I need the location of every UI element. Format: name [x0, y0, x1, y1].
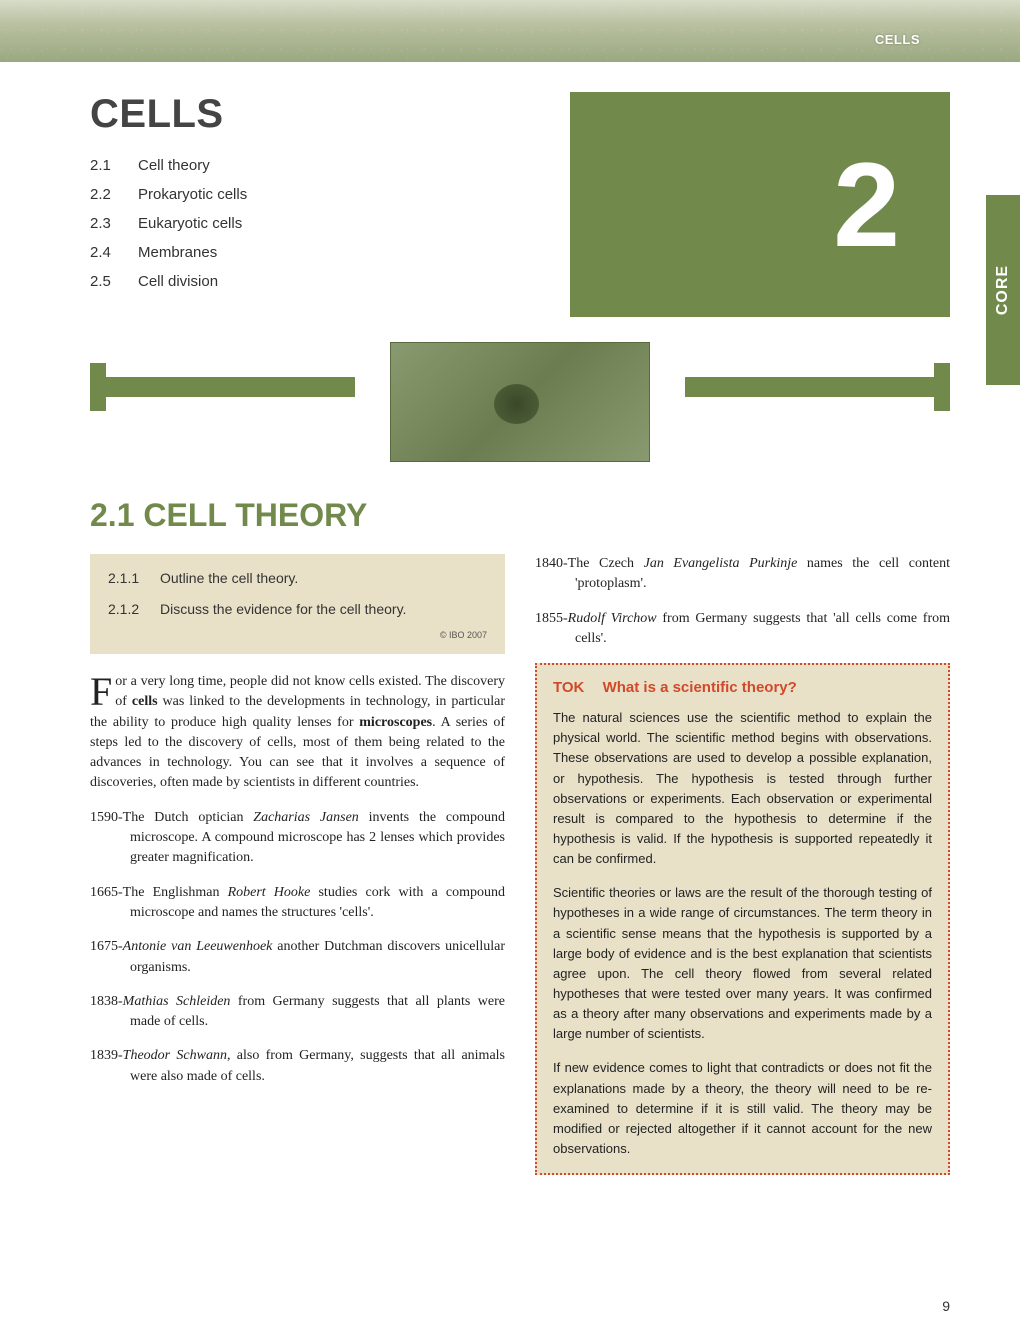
- toc-item: 2.1 Cell theory: [90, 157, 540, 174]
- tok-title: TOK What is a scientific theory?: [553, 679, 932, 696]
- timeline-item: 1590-The Dutch optician Zacharias Jansen…: [90, 808, 505, 869]
- tok-paragraph: If new evidence comes to light that cont…: [553, 1058, 932, 1159]
- toc-label: Cell theory: [138, 157, 210, 174]
- toc-item: 2.2 Prokaryotic cells: [90, 186, 540, 203]
- two-columns: 2.1.1 Outline the cell theory. 2.1.2 Dis…: [90, 554, 950, 1175]
- image-divider-row: [90, 337, 950, 467]
- toc-item: 2.3 Eukaryotic cells: [90, 215, 540, 232]
- top-label: CELLS: [875, 32, 920, 47]
- timeline-item: 1838-Mathias Schleiden from Germany sugg…: [90, 992, 505, 1033]
- toc-list: 2.1 Cell theory 2.2 Prokaryotic cells 2.…: [90, 157, 540, 290]
- chapter-title: CELLS: [90, 92, 540, 137]
- toc-num: 2.1: [90, 157, 138, 174]
- toc-num: 2.5: [90, 273, 138, 290]
- timeline-item: 1665-The Englishman Robert Hooke studies…: [90, 883, 505, 924]
- toc-num: 2.4: [90, 244, 138, 261]
- objective-num: 2.1.1: [108, 568, 160, 589]
- timeline-item: 1839-Theodor Schwann, also from Germany,…: [90, 1046, 505, 1087]
- tok-box: TOK What is a scientific theory? The nat…: [535, 663, 950, 1175]
- tok-label: TOK: [553, 679, 584, 696]
- tok-paragraph: The natural sciences use the scientific …: [553, 708, 932, 869]
- chapter-number-box: 2: [570, 92, 950, 317]
- toc-label: Prokaryotic cells: [138, 186, 247, 203]
- toc-label: Membranes: [138, 244, 217, 261]
- top-banner: CELLS: [0, 0, 1020, 62]
- chapter-number: 2: [833, 136, 900, 274]
- timeline-item: 1855-Rudolf Virchow from Germany suggest…: [535, 609, 950, 650]
- page-content: CELLS 2.1 Cell theory 2.2 Prokaryotic ce…: [0, 62, 1020, 1205]
- intro-paragraph: For a very long time, people did not kno…: [90, 672, 505, 794]
- right-bracket: [685, 377, 950, 397]
- title-row: CELLS 2.1 Cell theory 2.2 Prokaryotic ce…: [90, 92, 950, 317]
- right-column: 1840-The Czech Jan Evangelista Purkinje …: [535, 554, 950, 1175]
- tok-paragraph: Scientific theories or laws are the resu…: [553, 883, 932, 1044]
- objective-row: 2.1.1 Outline the cell theory.: [108, 568, 487, 589]
- toc-item: 2.5 Cell division: [90, 273, 540, 290]
- objective-text: Outline the cell theory.: [160, 568, 298, 589]
- objective-num: 2.1.2: [108, 599, 160, 620]
- timeline-item: 1675-Antonie van Leeuwenhoek another Dut…: [90, 937, 505, 978]
- toc-num: 2.2: [90, 186, 138, 203]
- tok-question: What is a scientific theory?: [603, 679, 797, 696]
- toc-num: 2.3: [90, 215, 138, 232]
- left-column: 2.1.1 Outline the cell theory. 2.1.2 Dis…: [90, 554, 505, 1175]
- section-heading: 2.1 CELL THEORY: [90, 497, 950, 534]
- objectives-copyright: © IBO 2007: [108, 630, 487, 640]
- toc-item: 2.4 Membranes: [90, 244, 540, 261]
- page-number: 9: [942, 1298, 950, 1314]
- toc-label: Cell division: [138, 273, 218, 290]
- toc-label: Eukaryotic cells: [138, 215, 242, 232]
- left-bracket: [90, 377, 355, 397]
- cell-microscope-image: [390, 342, 650, 462]
- objectives-box: 2.1.1 Outline the cell theory. 2.1.2 Dis…: [90, 554, 505, 654]
- objective-text: Discuss the evidence for the cell theory…: [160, 599, 406, 620]
- timeline-item: 1840-The Czech Jan Evangelista Purkinje …: [535, 554, 950, 595]
- title-left: CELLS 2.1 Cell theory 2.2 Prokaryotic ce…: [90, 92, 540, 317]
- objective-row: 2.1.2 Discuss the evidence for the cell …: [108, 599, 487, 620]
